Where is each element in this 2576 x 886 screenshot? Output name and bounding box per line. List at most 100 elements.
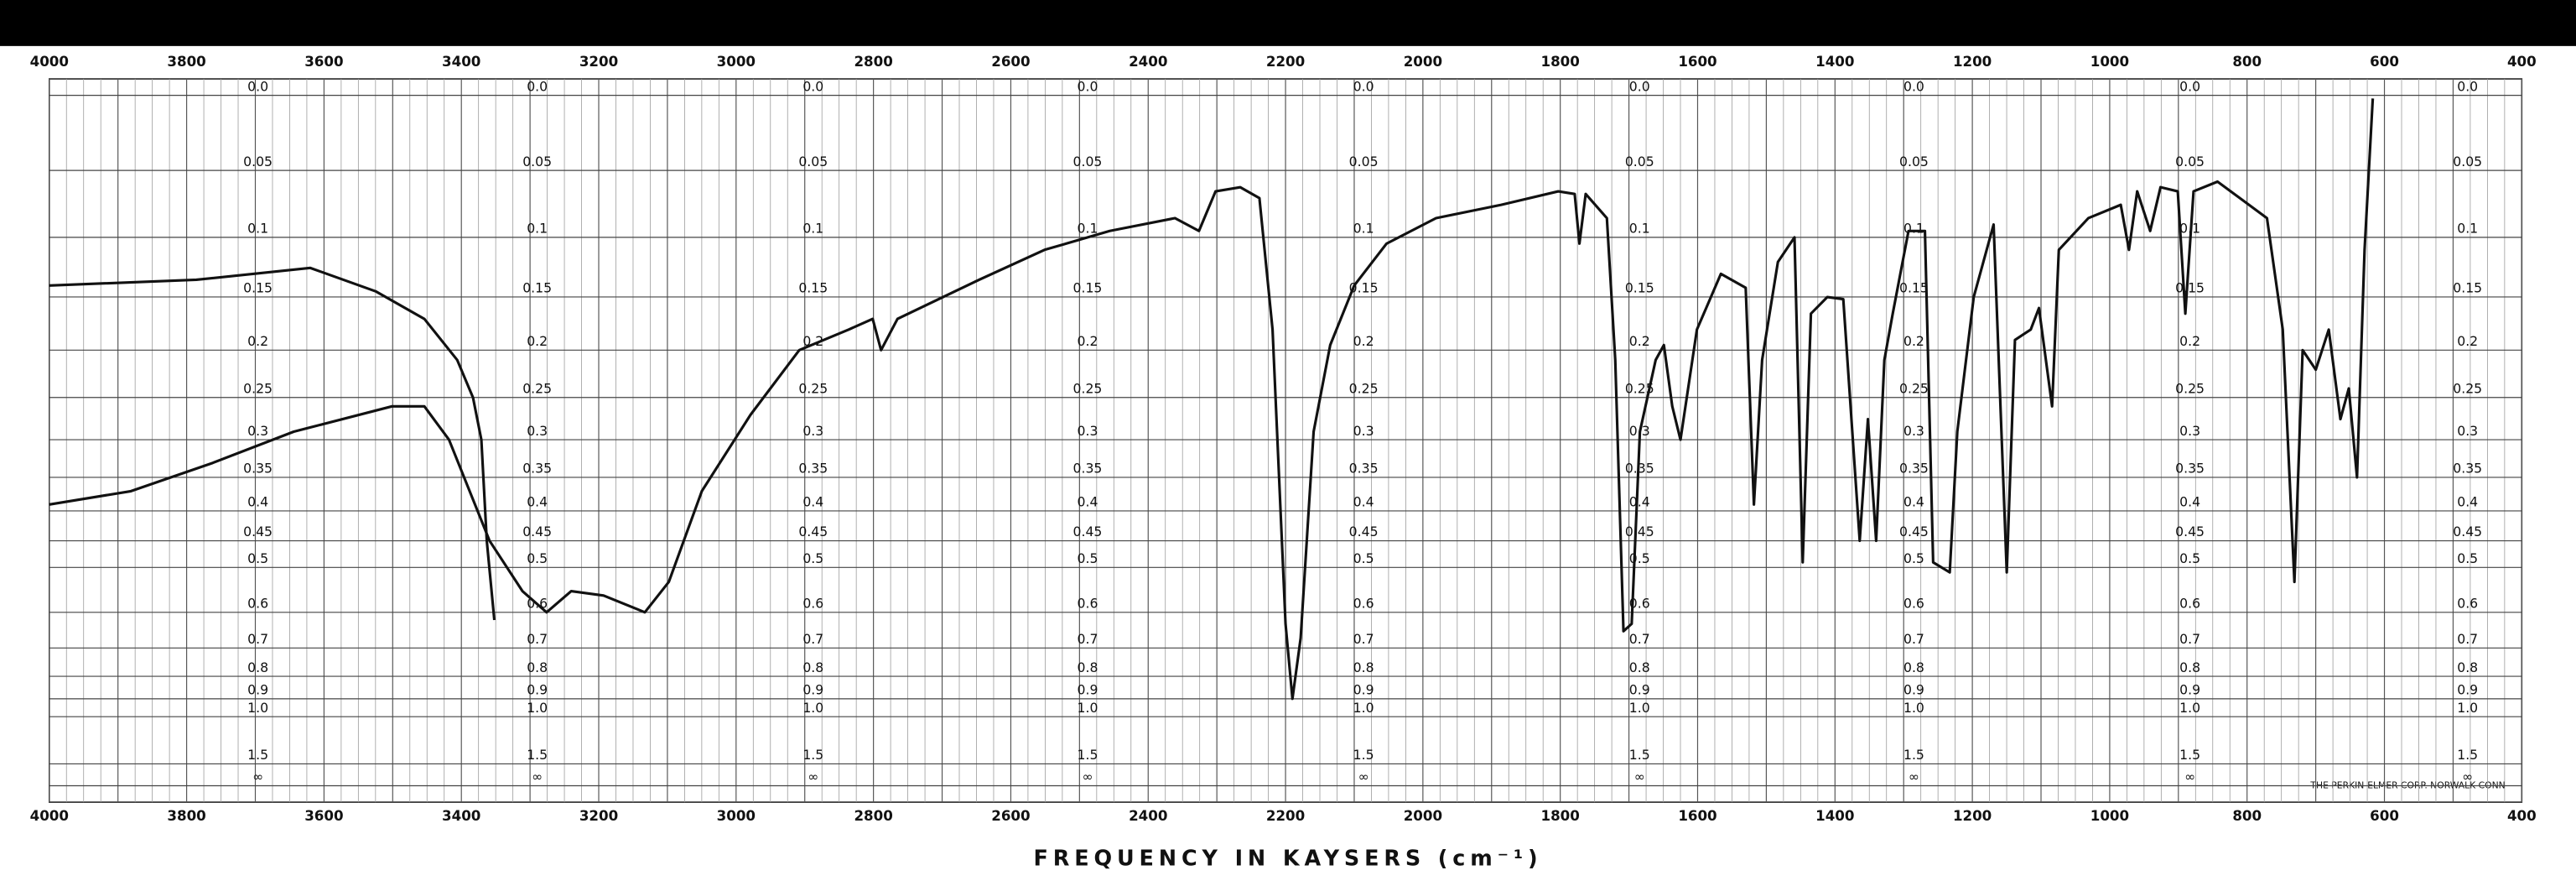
x-tick-label: 800 [2232,54,2262,70]
y-tick-label: 0.15 [2175,280,2205,296]
y-tick-label: 0.3 [247,423,268,439]
x-tick-label: 400 [2507,808,2537,824]
y-tick-label: 0.5 [247,550,268,566]
x-tick-label: 2400 [1129,808,1167,824]
y-tick-label: 0.9 [802,682,823,698]
y-tick-label: 0.9 [2457,682,2478,698]
y-tick-label: 1.5 [1078,747,1098,763]
y-tick-label: 0.3 [527,423,548,439]
y-tick-label: 0.3 [1353,423,1374,439]
x-tick-label: 1400 [1815,54,1854,70]
y-tick-label: 0.6 [2457,596,2478,612]
y-tick-label: 0.15 [243,280,273,296]
y-tick-label: 0.15 [798,280,828,296]
y-tick-label: ∞ [1358,769,1369,784]
y-tick-label: ∞ [252,769,263,784]
y-tick-label: 0.6 [1903,596,1924,612]
y-tick-label: 1.0 [2457,700,2478,716]
y-tick-label: 0.7 [2179,631,2200,647]
y-tick-label: ∞ [1634,769,1645,784]
y-tick-label: 0.5 [1629,550,1650,566]
x-tick-label: 1200 [1953,808,1992,824]
y-tick-label: ∞ [2462,769,2473,784]
y-tick-label: 1.5 [2457,747,2478,763]
x-tick-label: 3000 [717,808,756,824]
y-tick-label: 0.1 [527,221,548,237]
y-tick-label: ∞ [2184,769,2195,784]
y-tick-label: 0.45 [1899,524,1929,539]
y-tick-label: 0.4 [802,494,823,510]
x-tick-label: 1800 [1541,808,1580,824]
y-tick-label: 0.9 [2179,682,2200,698]
y-tick-label: 0.6 [2179,596,2200,612]
y-tick-label: ∞ [808,769,818,784]
y-tick-label: 0.4 [1903,494,1924,510]
y-tick-label: 0.0 [2457,78,2478,94]
x-tick-label: 1600 [1678,54,1716,70]
y-tick-label: 0.0 [2179,78,2200,94]
x-tick-label: 2400 [1129,54,1167,70]
y-tick-label: 0.6 [1353,596,1374,612]
y-tick-label: 0.45 [798,524,828,539]
x-tick-label: 3600 [304,808,343,824]
y-tick-label: 0.7 [1353,631,1374,647]
x-tick-label: 3400 [442,808,480,824]
y-tick-label: 0.8 [2179,659,2200,675]
x-tick-label: 1000 [2090,808,2129,824]
spectrum-line [49,98,2375,701]
y-tick-label: 0.05 [1899,154,1929,169]
y-tick-label: 1.5 [2179,747,2200,763]
y-tick-label: ∞ [1909,769,1919,784]
x-tick-label: 3200 [579,808,618,824]
y-tick-label: 0.7 [1903,631,1924,647]
y-tick-label: 0.8 [247,659,268,675]
y-tick-label: 0.35 [1073,461,1103,477]
y-tick-label: 0.9 [1903,682,1924,698]
y-tick-label: 1.0 [1353,700,1374,716]
y-tick-label: 0.0 [527,78,548,94]
y-tick-label: 0.4 [1078,494,1098,510]
y-tick-label: 1.0 [1903,700,1924,716]
y-tick-label: 1.0 [1078,700,1098,716]
y-tick-label: 0.0 [1078,78,1098,94]
y-tick-label: 0.4 [1629,494,1650,510]
y-tick-label: 0.2 [1353,333,1374,349]
x-tick-label: 2600 [991,808,1030,824]
y-tick-label: 0.25 [1899,380,1929,396]
y-tick-label: 1.0 [247,700,268,716]
y-tick-label: 0.0 [802,78,823,94]
y-tick-label: 1.0 [1629,700,1650,716]
y-tick-label: 0.15 [1899,280,1929,296]
y-tick-label: 0.1 [2457,221,2478,237]
y-tick-label: 0.05 [243,154,273,169]
y-tick-label: 0.45 [1349,524,1379,539]
y-tick-label: 0.8 [1078,659,1098,675]
x-tick-label: 1800 [1541,54,1580,70]
y-tick-label: 0.7 [802,631,823,647]
y-tick-label: 0.25 [798,380,828,396]
y-tick-label: 0.0 [1903,78,1924,94]
x-tick-label: 1200 [1953,54,1992,70]
y-tick-label: 1.5 [247,747,268,763]
x-tick-label: 800 [2232,808,2262,824]
x-tick-label: 2000 [1404,54,1442,70]
y-tick-label: 0.3 [2179,423,2200,439]
y-tick-label: 0.8 [1629,659,1650,675]
y-tick-label: 0.8 [527,659,548,675]
y-tick-label: 0.5 [1903,550,1924,566]
y-tick-label: 0.05 [522,154,552,169]
top-bar [0,0,2576,46]
x-tick-label: 2600 [991,54,1030,70]
y-tick-label: 0.5 [1353,550,1374,566]
y-tick-label: 0.6 [1078,596,1098,612]
y-tick-label: 0.5 [802,550,823,566]
y-tick-label: 0.05 [1073,154,1103,169]
y-tick-label: 0.35 [522,461,552,477]
y-tick-label: 0.7 [1078,631,1098,647]
y-tick-label: 0.35 [1899,461,1929,477]
y-tick-label: 0.7 [247,631,268,647]
x-tick-label: 600 [2370,54,2399,70]
y-tick-label: 1.0 [802,700,823,716]
y-tick-label: 0.8 [1353,659,1374,675]
